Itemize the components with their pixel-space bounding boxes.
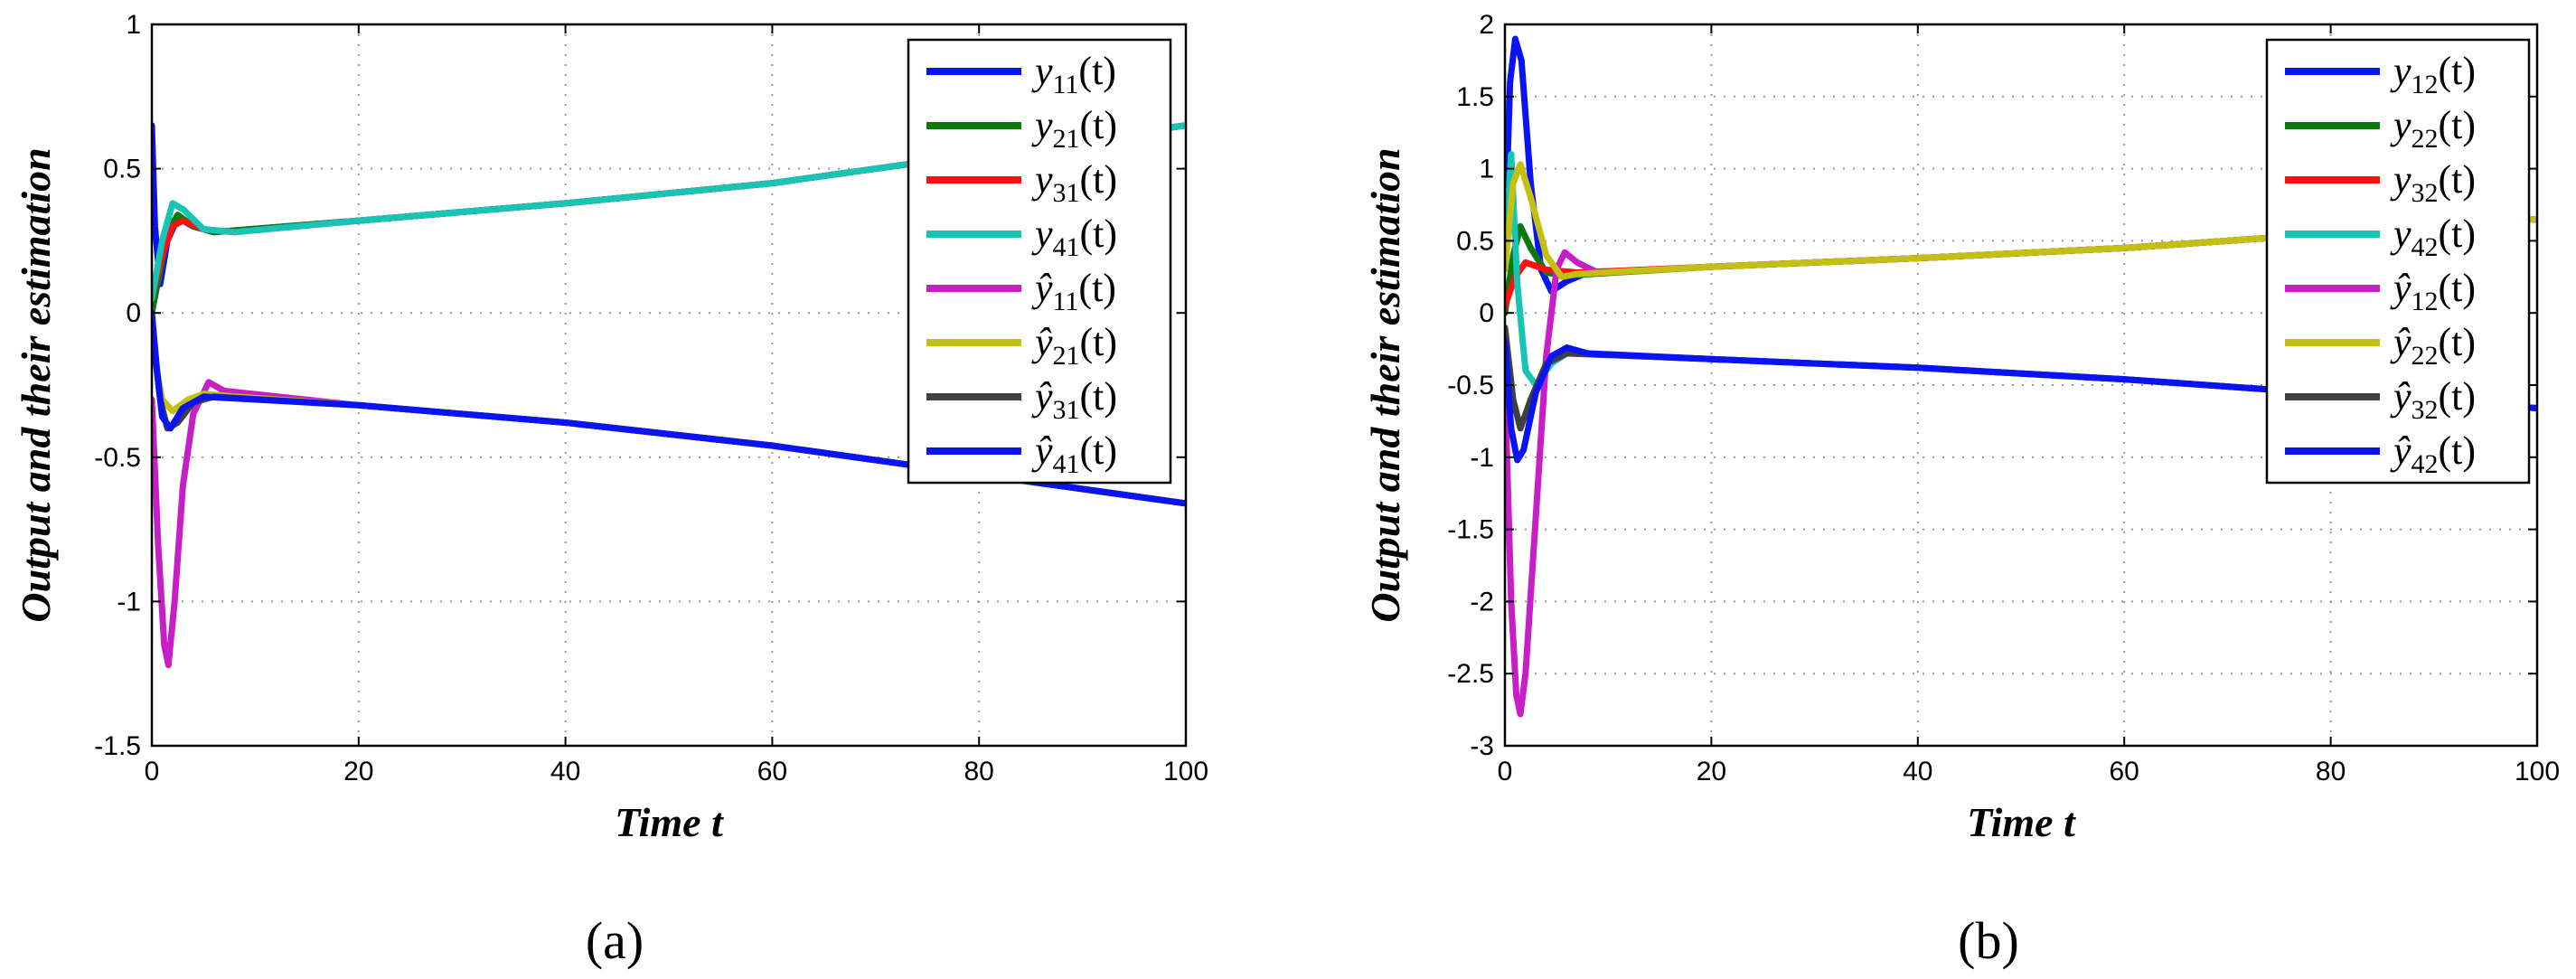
series-group	[152, 122, 1186, 669]
legend-entry: y11(t)	[1031, 49, 1116, 99]
panel-caption: (a)	[586, 911, 644, 970]
y-tick-label: 0.5	[1456, 226, 1494, 256]
legend-entry: ŷ41(t)	[1031, 428, 1117, 479]
legend-box	[907, 38, 1172, 485]
x-axis-label: Time t	[1967, 799, 2076, 845]
legend: y11(t)y21(t)y31(t)y41(t)ŷ11(t)ŷ21(t)ŷ31(…	[907, 38, 1172, 485]
x-tick-label: 20	[1697, 757, 1726, 786]
x-tick-label: 80	[964, 757, 994, 786]
series-line-42-hat	[1505, 338, 2537, 464]
legend-entry: y42(t)	[2390, 212, 2476, 262]
legend-entry: y22(t)	[2390, 103, 2476, 154]
y-tick-label: -1	[117, 587, 141, 617]
plot-frame	[150, 23, 1188, 748]
series-group	[1505, 35, 2537, 718]
y-tick-label: 0	[1479, 298, 1494, 328]
x-tick-label: 60	[2110, 757, 2139, 786]
legend-entry: ŷ32(t)	[2390, 374, 2476, 425]
series-line-41-hat	[152, 309, 1186, 507]
y-tick-label: 0.5	[103, 155, 141, 184]
legend-entry: ŷ21(t)	[1031, 320, 1117, 371]
x-tick-label: 40	[1903, 757, 1932, 786]
y-tick-label: -3	[1470, 731, 1494, 761]
y-tick-label: -1.5	[94, 731, 141, 761]
legend-box	[2265, 38, 2531, 485]
series-line-22-hat	[1505, 161, 2537, 280]
y-tick-label: 1	[126, 10, 141, 40]
y-tick-label: 1	[1479, 155, 1494, 184]
legend-entry: y41(t)	[1031, 212, 1117, 262]
x-tick-label: 100	[1163, 757, 1208, 786]
x-tick-label: 100	[2515, 757, 2560, 786]
x-tick-label: 80	[2316, 757, 2346, 786]
chart-panel-b: 0 20 40 60 80 100 -3 -2.5 -2 -1.5 -1 -0.5 0 0.5 1 1.5 2 T…	[1362, 10, 2560, 970]
y-axis-label: Output and their estimation	[13, 147, 59, 622]
y-tick-label: 0	[126, 298, 141, 328]
x-tick-label: 60	[757, 757, 787, 786]
legend-entry: y32(t)	[2390, 157, 2476, 208]
y-tick-label: 2	[1479, 10, 1494, 40]
y-tick-label: -1.5	[1447, 515, 1494, 545]
chart-panel-a: 0 20 40 60 80 100 -1.5 -1 -0.5 0 0.5 1 Time t Output …	[13, 10, 1208, 970]
panel-caption: (b)	[1958, 911, 2019, 970]
legend-entry: ŷ42(t)	[2390, 428, 2476, 479]
y-tick-label: -1	[1470, 443, 1494, 473]
x-tick-label: 0	[145, 757, 160, 786]
legend: y12(t)y22(t)y32(t)y42(t)ŷ12(t)ŷ22(t)ŷ32(…	[2265, 38, 2531, 485]
x-tick-label: 20	[343, 757, 373, 786]
series-line-41	[152, 122, 1186, 302]
y-tick-label: -0.5	[94, 443, 141, 473]
legend-entry: ŷ11(t)	[1031, 266, 1116, 316]
y-tick-label: 1.5	[1456, 82, 1494, 112]
y-tick-label: -0.5	[1447, 371, 1494, 400]
legend-entry: ŷ31(t)	[1031, 374, 1117, 425]
legend-entry: y31(t)	[1031, 157, 1117, 208]
x-tick-label: 40	[550, 757, 580, 786]
y-axis-label: Output and their estimation	[1362, 147, 1408, 622]
y-tick-label: -2	[1470, 587, 1494, 617]
x-tick-label: 0	[1498, 757, 1513, 786]
legend-entry: y12(t)	[2390, 49, 2476, 99]
y-tick-label: -2.5	[1447, 659, 1494, 689]
legend-entry: ŷ12(t)	[2390, 266, 2476, 316]
legend-entry: ŷ22(t)	[2390, 320, 2476, 371]
x-axis-label: Time t	[615, 799, 724, 845]
legend-entry: y21(t)	[1031, 103, 1117, 154]
